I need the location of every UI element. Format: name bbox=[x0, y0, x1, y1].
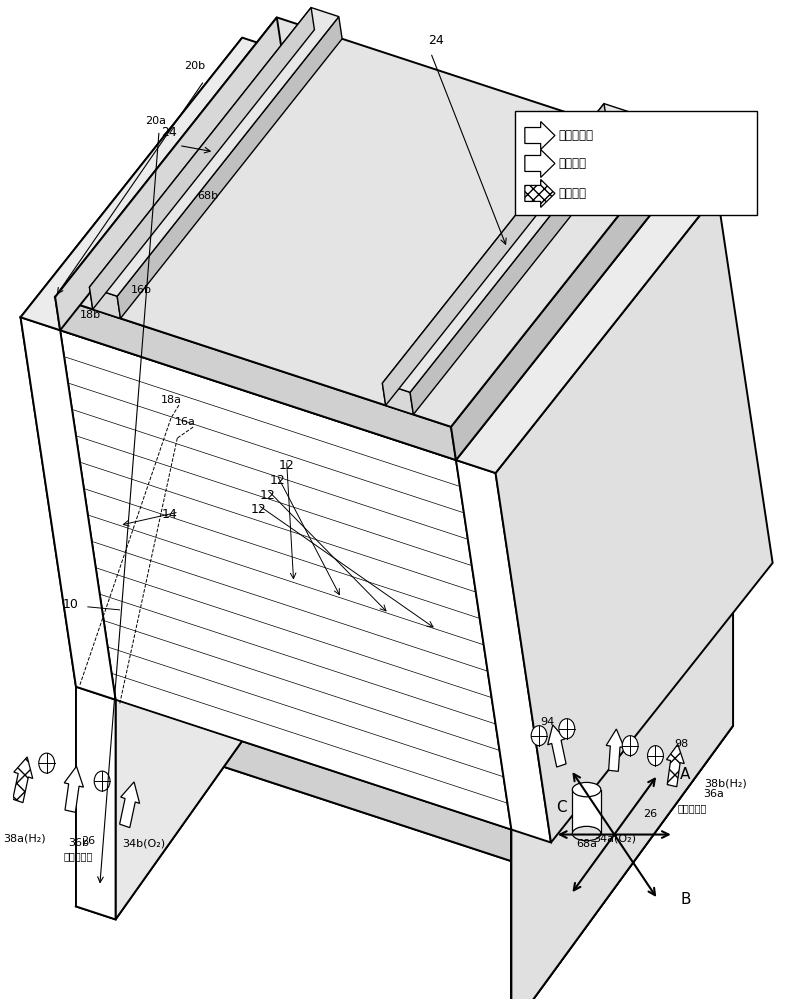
Text: 34a(O₂): 34a(O₂) bbox=[592, 834, 636, 844]
Polygon shape bbox=[60, 330, 511, 830]
Polygon shape bbox=[511, 550, 733, 1000]
Polygon shape bbox=[76, 407, 298, 906]
Text: 94: 94 bbox=[540, 717, 554, 727]
Ellipse shape bbox=[572, 826, 601, 841]
Polygon shape bbox=[525, 179, 555, 207]
Polygon shape bbox=[410, 113, 635, 414]
Text: 14: 14 bbox=[162, 508, 177, 521]
Polygon shape bbox=[118, 17, 342, 318]
Text: 燃料气体: 燃料气体 bbox=[559, 187, 587, 200]
Polygon shape bbox=[116, 420, 342, 733]
Text: 冷却介质: 冷却介质 bbox=[559, 157, 587, 170]
Text: 38b(H₂): 38b(H₂) bbox=[704, 779, 746, 789]
Polygon shape bbox=[89, 8, 339, 296]
Text: 34b(O₂): 34b(O₂) bbox=[122, 838, 165, 848]
Polygon shape bbox=[121, 453, 738, 863]
Polygon shape bbox=[382, 104, 607, 405]
Text: 12: 12 bbox=[250, 503, 266, 516]
Polygon shape bbox=[60, 51, 678, 460]
Polygon shape bbox=[116, 420, 733, 830]
Text: （制冷剂）: （制冷剂） bbox=[64, 851, 93, 861]
Circle shape bbox=[531, 726, 547, 746]
Text: 68b: 68b bbox=[197, 191, 218, 201]
Polygon shape bbox=[667, 744, 684, 787]
Polygon shape bbox=[382, 104, 632, 392]
Circle shape bbox=[94, 771, 110, 791]
Polygon shape bbox=[451, 147, 678, 460]
Polygon shape bbox=[13, 757, 33, 803]
Polygon shape bbox=[116, 700, 516, 863]
Text: 12: 12 bbox=[260, 489, 275, 502]
Text: 20a: 20a bbox=[145, 116, 166, 126]
Polygon shape bbox=[89, 8, 315, 309]
Text: 98: 98 bbox=[675, 739, 689, 749]
Text: 16b: 16b bbox=[130, 285, 151, 295]
Polygon shape bbox=[511, 726, 733, 1000]
Text: 16a: 16a bbox=[175, 417, 196, 427]
Polygon shape bbox=[56, 17, 282, 330]
Text: 36b: 36b bbox=[68, 838, 89, 848]
Polygon shape bbox=[606, 729, 624, 771]
Polygon shape bbox=[56, 297, 456, 460]
Polygon shape bbox=[21, 317, 116, 700]
Text: 20b: 20b bbox=[184, 61, 205, 71]
Text: 26: 26 bbox=[80, 836, 95, 846]
Text: 38a(H₂): 38a(H₂) bbox=[3, 833, 46, 843]
Text: （制冷剂）: （制冷剂） bbox=[677, 804, 707, 814]
Polygon shape bbox=[525, 149, 555, 177]
Text: 12: 12 bbox=[269, 474, 285, 487]
Text: 24: 24 bbox=[162, 126, 177, 139]
Polygon shape bbox=[511, 550, 733, 1000]
Polygon shape bbox=[56, 17, 673, 427]
Circle shape bbox=[214, 206, 249, 250]
Text: 36a: 36a bbox=[703, 789, 724, 799]
Polygon shape bbox=[456, 180, 717, 473]
Circle shape bbox=[218, 212, 244, 244]
Circle shape bbox=[559, 719, 575, 739]
Polygon shape bbox=[76, 687, 116, 919]
Text: 10: 10 bbox=[63, 598, 78, 611]
Polygon shape bbox=[282, 51, 733, 550]
Bar bbox=[572, 790, 601, 834]
Ellipse shape bbox=[572, 782, 601, 797]
Text: 18b: 18b bbox=[80, 310, 101, 320]
Polygon shape bbox=[547, 725, 566, 767]
Polygon shape bbox=[496, 193, 773, 843]
Circle shape bbox=[647, 746, 663, 766]
Text: 18a: 18a bbox=[160, 395, 181, 405]
Text: 26: 26 bbox=[643, 809, 657, 819]
Text: 68a: 68a bbox=[576, 839, 597, 849]
Polygon shape bbox=[60, 51, 337, 700]
Polygon shape bbox=[21, 38, 282, 330]
Polygon shape bbox=[382, 383, 414, 414]
Text: 24: 24 bbox=[428, 34, 444, 47]
Polygon shape bbox=[120, 782, 139, 828]
Bar bbox=[515, 111, 757, 215]
Polygon shape bbox=[76, 594, 337, 919]
Circle shape bbox=[622, 736, 638, 756]
Polygon shape bbox=[456, 460, 551, 843]
Text: 12: 12 bbox=[279, 459, 295, 472]
Circle shape bbox=[39, 753, 55, 773]
Polygon shape bbox=[64, 766, 84, 812]
Polygon shape bbox=[89, 287, 121, 318]
Polygon shape bbox=[525, 122, 555, 149]
Text: C: C bbox=[556, 800, 567, 815]
Polygon shape bbox=[116, 420, 337, 919]
Text: 氧化剂气体: 氧化剂气体 bbox=[559, 129, 594, 142]
Text: A: A bbox=[680, 767, 691, 782]
Polygon shape bbox=[456, 180, 733, 830]
Text: B: B bbox=[680, 892, 691, 907]
Polygon shape bbox=[21, 38, 298, 687]
